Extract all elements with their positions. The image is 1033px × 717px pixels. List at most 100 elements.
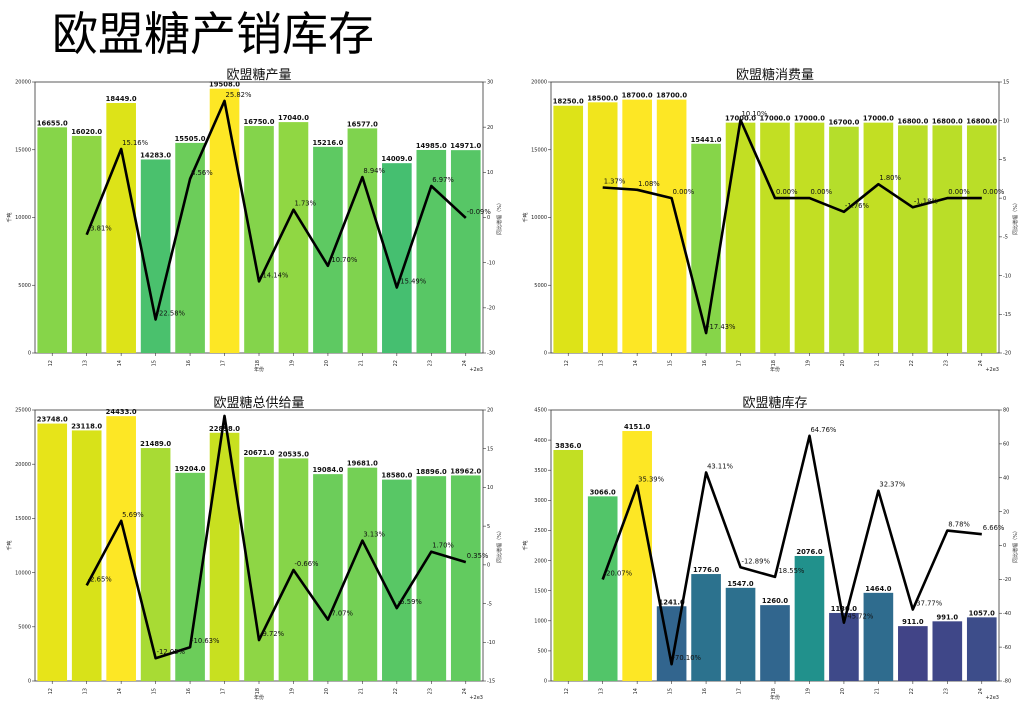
y2-tick-label: 10 [487, 485, 493, 491]
bar-value-label: 20671.0 [244, 449, 275, 457]
bar-value-label: 14985.0 [416, 142, 447, 150]
y-tick-label: 20000 [15, 462, 31, 468]
x-tick-label: 14 [633, 688, 639, 694]
y-tick-label: 0 [28, 679, 31, 685]
x-tick-label: 24 [978, 688, 984, 694]
x-tick-label: 13 [83, 688, 89, 694]
bar [140, 448, 171, 681]
x-tick-label: 24 [978, 360, 984, 366]
y-tick-label: 10000 [15, 570, 31, 576]
bar [587, 496, 618, 681]
bar-value-label: 14009.0 [381, 155, 412, 163]
x-tick-label: 21 [358, 688, 364, 694]
bar [347, 128, 378, 353]
bar-value-label: 18700.0 [622, 92, 653, 100]
yoy-value-label: 35.39% [638, 476, 664, 484]
x-tick-label: 20 [840, 360, 846, 366]
yoy-value-label: 10.10% [742, 110, 768, 118]
y2-tick-label: 5 [1003, 157, 1006, 163]
bar-value-label: 18962.0 [450, 467, 481, 475]
yoy-value-label: -0.09% [467, 208, 492, 216]
x-tick-label: 18 [771, 360, 777, 366]
y-tick-label: 1000 [534, 618, 547, 624]
x-axis-label: 年份 [770, 694, 780, 701]
bar [760, 122, 790, 354]
y-tick-label: 3000 [534, 498, 547, 504]
yoy-value-label: 5.69% [122, 511, 144, 519]
y2-tick-label: 5 [487, 524, 490, 530]
bar [691, 574, 721, 681]
bar [37, 423, 68, 681]
bar-value-label: 16750.0 [244, 118, 275, 126]
bar-value-label: 16577.0 [347, 120, 378, 128]
x-tick-label: 23 [943, 688, 949, 694]
x-tick-label: 16 [186, 688, 192, 694]
bar [553, 105, 584, 354]
page-title: 欧盟糖产销库存 [52, 7, 374, 61]
x-tick-label: 16 [702, 688, 708, 694]
bar [932, 125, 963, 353]
x-tick-label: 19 [289, 688, 295, 694]
y2-tick-label: 15 [1003, 80, 1009, 86]
bar-value-label: 991.0 [937, 613, 959, 621]
x-tick-label: 15 [668, 688, 674, 694]
yoy-value-label: -22.58% [157, 309, 186, 317]
y-tick-label: 15000 [531, 147, 547, 153]
x-tick-label: 19 [805, 360, 811, 366]
bar [244, 126, 274, 353]
x-tick-label: 18 [255, 688, 261, 694]
bar-value-label: 14971.0 [450, 142, 481, 150]
y2-tick-label: 40 [1003, 475, 1009, 481]
yoy-value-label: 64.76% [810, 426, 836, 434]
bar-value-label: 18500.0 [587, 94, 618, 102]
x-tick-label: 13 [599, 688, 605, 694]
x-axis-label: 年份 [254, 366, 264, 373]
y-tick-label: 0 [544, 351, 547, 357]
bar-value-label: 15441.0 [691, 136, 722, 144]
y-tick-label: 10000 [15, 215, 31, 221]
yoy-value-label: -0.66% [294, 560, 319, 568]
bar-value-label: 16700.0 [828, 119, 859, 127]
x-tick-label: 15 [668, 360, 674, 366]
bar-value-label: 18580.0 [381, 472, 412, 480]
bar [587, 102, 618, 353]
bar-value-label: 16800.0 [966, 117, 997, 125]
bar [829, 612, 859, 681]
yoy-value-label: 0.35% [467, 552, 489, 560]
x-axis-label: 年份 [254, 694, 264, 701]
yoy-line [85, 99, 467, 321]
y2-tick-label: -80 [1003, 679, 1011, 685]
bar-value-label: 24433.0 [106, 408, 137, 416]
bar-value-label: 22898.0 [209, 425, 240, 433]
x-tick-label: 22 [393, 360, 399, 366]
y2-tick-label: -20 [1003, 577, 1011, 583]
y-tick-label: 1500 [534, 588, 547, 594]
x-axis-label: 年份 [770, 366, 780, 373]
bar [898, 125, 928, 353]
x-axis-offset-label: +2e3 [985, 695, 999, 701]
bar [656, 606, 687, 681]
y2-tick-label: 0 [487, 563, 490, 569]
yoy-value-label: 1.80% [879, 174, 901, 182]
y2-axis-label: 同比增幅（%） [1012, 200, 1019, 235]
chart-title: 欧盟糖消费量 [736, 67, 814, 83]
bar-value-label: 18449.0 [106, 95, 137, 103]
bar-value-label: 3836.0 [555, 442, 581, 450]
yoy-value-label: 1.70% [432, 542, 454, 550]
x-tick-label: 16 [186, 360, 192, 366]
x-tick-label: 24 [462, 360, 468, 366]
bar-value-label: 911.0 [902, 618, 924, 626]
yoy-value-label: -1.18% [914, 197, 939, 205]
bar-value-label: 17040.0 [278, 114, 309, 122]
x-tick-label: 18 [771, 688, 777, 694]
x-tick-label: 19 [805, 688, 811, 694]
y-tick-label: 5000 [534, 283, 547, 289]
bar [656, 99, 687, 353]
y2-tick-label: -20 [1003, 351, 1011, 357]
yoy-value-label: 0.00% [810, 188, 832, 196]
y2-tick-label: 15 [487, 446, 493, 452]
bar-value-label: 21489.0 [140, 440, 171, 448]
yoy-value-label: 8.94% [363, 167, 385, 175]
y2-axis-label: 同比增幅（%） [496, 528, 503, 563]
yoy-value-label: -10.70% [329, 256, 358, 264]
